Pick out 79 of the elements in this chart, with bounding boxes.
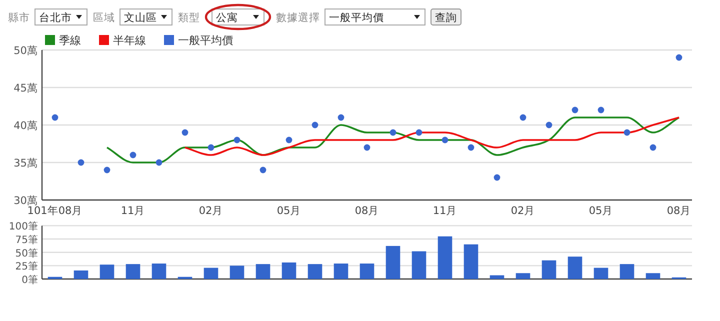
point — [312, 122, 318, 128]
point — [130, 152, 136, 158]
text: 文山區 — [124, 11, 157, 24]
point — [598, 106, 604, 114]
bar — [100, 264, 114, 279]
line-series — [184, 116, 680, 156]
bar — [126, 264, 140, 279]
point — [338, 114, 344, 121]
bar — [542, 260, 556, 279]
point — [416, 129, 422, 136]
text: 類型 — [178, 12, 200, 24]
text: 查詢 — [435, 11, 457, 24]
bar — [412, 251, 426, 279]
legend-label: 季線 — [59, 34, 81, 47]
text: 縣市 — [8, 11, 30, 24]
y-tick-label: 35萬 — [14, 156, 38, 170]
y-tick-label: 40萬 — [14, 119, 38, 132]
bar — [230, 266, 244, 279]
point — [182, 129, 188, 136]
y-tick-label: 75筆 — [15, 234, 38, 246]
point — [650, 144, 656, 151]
bar — [308, 264, 322, 279]
point — [520, 114, 526, 121]
bar — [256, 264, 270, 279]
text: 一般平均價 — [329, 12, 384, 24]
point — [442, 136, 448, 144]
bar — [152, 264, 166, 279]
text: 台北市 — [39, 11, 72, 24]
y-tick-label: 50萬 — [14, 44, 38, 57]
y-tick-label: 100筆 — [8, 220, 38, 233]
bar — [594, 268, 608, 279]
point — [546, 122, 552, 128]
point — [494, 174, 500, 181]
point — [208, 144, 214, 151]
x-tick-label: 05月 — [276, 205, 302, 217]
bar — [490, 275, 504, 279]
point — [676, 54, 682, 61]
bar — [464, 244, 478, 279]
y-tick-label: 30萬 — [14, 194, 38, 207]
x-tick-label: 08月 — [666, 205, 692, 217]
bar — [204, 268, 218, 279]
point — [364, 144, 370, 151]
bar — [620, 264, 634, 279]
point — [234, 136, 240, 144]
y-tick-label: 0筆 — [22, 274, 38, 286]
x-tick-label: 101年08月 — [27, 205, 83, 217]
point — [260, 166, 266, 174]
y-tick-label: 50筆 — [15, 247, 38, 260]
point — [468, 144, 474, 151]
text: 區域 — [93, 11, 115, 24]
x-tick-label: 02月 — [510, 205, 536, 217]
bar — [282, 262, 296, 279]
bar — [386, 246, 400, 279]
x-tick-label: 05月 — [588, 205, 614, 217]
point — [104, 166, 110, 174]
point — [572, 106, 578, 114]
bar — [516, 273, 530, 279]
bar — [74, 270, 88, 279]
text: 數據選擇 — [276, 11, 320, 24]
x-tick-label: 11月 — [432, 205, 458, 217]
bar — [360, 264, 374, 279]
bar — [568, 256, 582, 279]
y-tick-label: 25筆 — [15, 260, 38, 273]
point — [624, 129, 630, 136]
bar — [438, 236, 452, 279]
point — [52, 114, 58, 121]
bar — [646, 273, 660, 279]
legend-label: 一般平均價 — [178, 34, 233, 47]
bar — [334, 264, 348, 279]
legend-label: 半年線 — [113, 34, 146, 47]
point — [286, 136, 292, 144]
x-tick-label: 11月 — [120, 205, 146, 217]
text: 公寓 — [216, 11, 238, 24]
y-tick-label: 45萬 — [14, 82, 38, 94]
point — [156, 159, 162, 166]
x-tick-label: 02月 — [198, 205, 224, 217]
x-tick-label: 08月 — [354, 205, 380, 217]
point — [78, 159, 84, 166]
point — [390, 129, 396, 136]
